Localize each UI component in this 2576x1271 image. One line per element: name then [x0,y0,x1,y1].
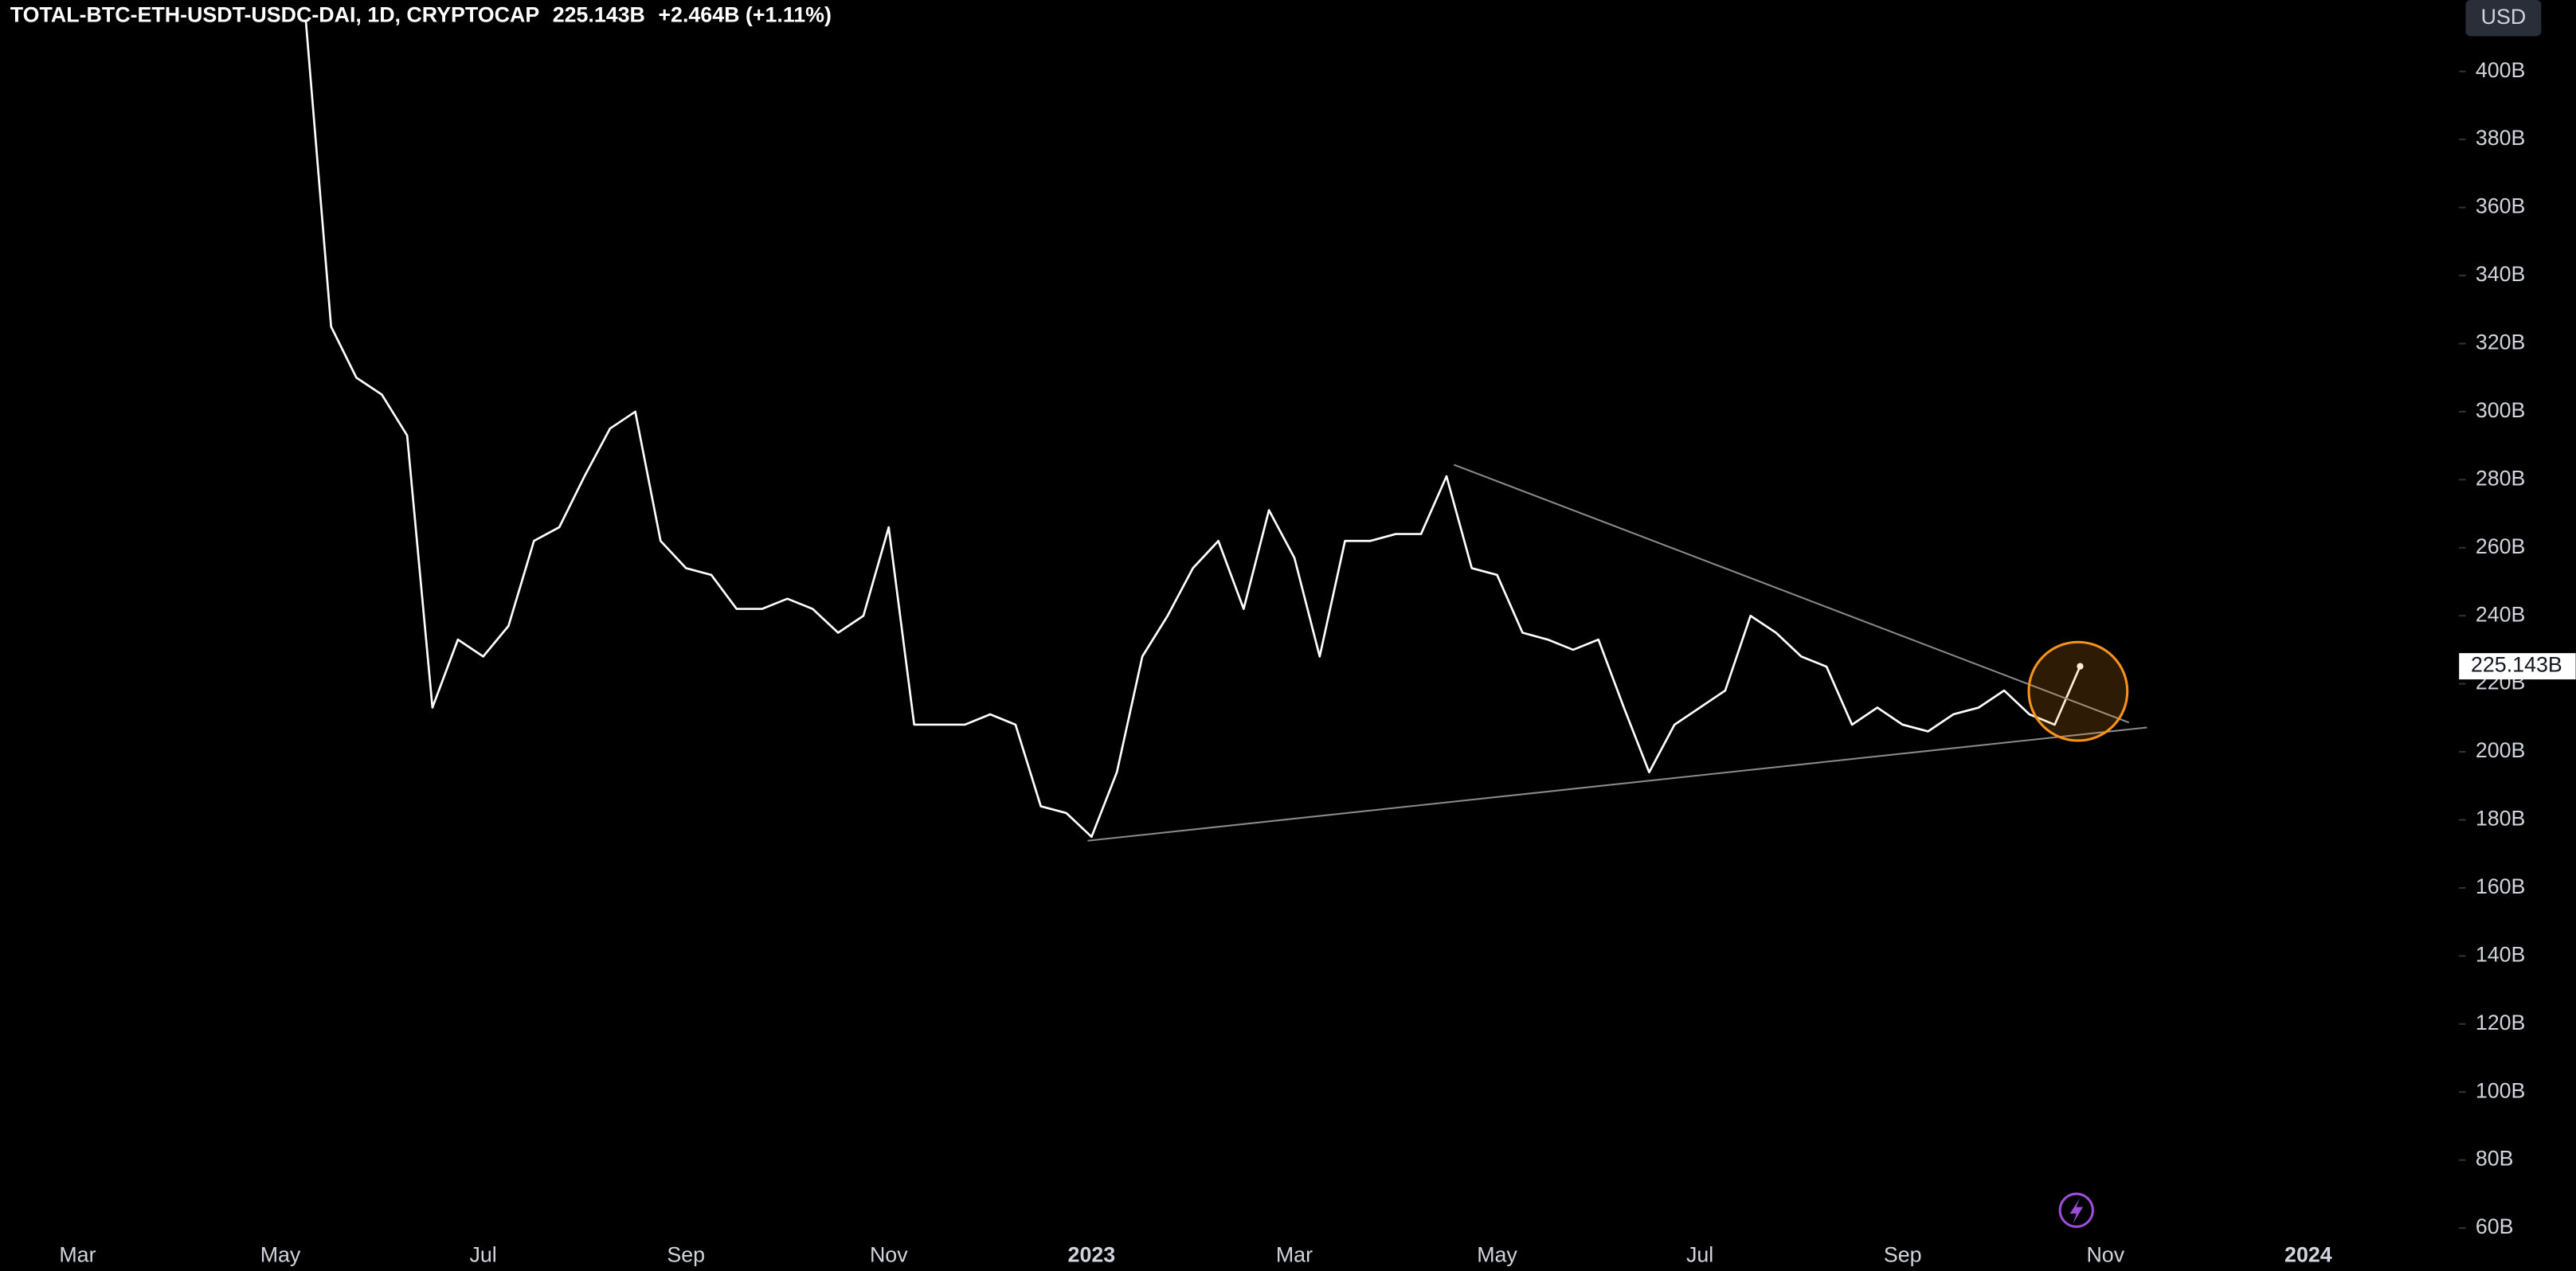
x-tick-label: Nov [2086,1243,2124,1267]
x-tick-label: Sep [667,1243,705,1267]
y-tick-label: 300B [2476,398,2526,422]
trend-line-lower[interactable] [1087,726,2147,842]
price-line [304,20,2081,839]
y-tick-label: 140B [2476,942,2526,966]
x-tick-label: May [1477,1243,1517,1267]
y-tick-label: 400B [2476,58,2526,82]
symbol: TOTAL-BTC-ETH-USDT-USDC-DAI, 1D, CRYPTOC… [10,3,539,27]
price-tag-label: 225.143B [2471,653,2562,677]
y-tick-label: 60B [2476,1214,2514,1238]
x-tick-label: Mar [1276,1243,1313,1267]
lightning-icon[interactable] [2058,1192,2094,1228]
y-tick-label: 180B [2476,807,2526,831]
y-tick-label: 360B [2476,194,2526,218]
y-tick-label: 320B [2476,330,2526,354]
x-tick-label: 2023 [1068,1243,1116,1267]
y-tick-label: 80B [2476,1147,2514,1171]
currency-button[interactable] [2465,0,2542,37]
y-tick-label: 260B [2476,534,2526,558]
x-tick-label: Mar [59,1243,96,1267]
last-point [2077,663,2084,670]
plot-area [304,20,2084,839]
price-tag [2459,653,2576,680]
currency-label[interactable]: USD [2481,5,2527,29]
y-tick-label: 240B [2476,602,2526,626]
symbol-label: TOTAL-BTC-ETH-USDT-USDC-DAI, 1D, CRYPTOC… [10,3,832,27]
icon-bolt [2069,1199,2084,1224]
x-tick-label: Jul [1686,1243,1713,1267]
y-tick-label: 120B [2476,1011,2526,1034]
y-tick-label: 160B [2476,874,2526,898]
y-tick-label: 200B [2476,738,2526,762]
highlight-circle[interactable] [2027,640,2129,742]
price: 225.143B [553,3,645,27]
x-tick-label: Jul [469,1243,496,1267]
trend-line-upper[interactable] [1453,463,2130,724]
change: +2.464B (+1.11%) [658,3,832,27]
x-tick-label: 2024 [2284,1243,2332,1267]
y-tick-label: 380B [2476,126,2526,150]
x-tick-label: Sep [1884,1243,1922,1267]
y-tick-label: 340B [2476,262,2526,286]
y-tick-label: 100B [2476,1078,2526,1102]
x-tick-label: May [260,1243,301,1267]
y-tick-label: 280B [2476,466,2526,490]
icon-ring [2058,1192,2094,1228]
x-tick-label: Nov [870,1243,908,1267]
